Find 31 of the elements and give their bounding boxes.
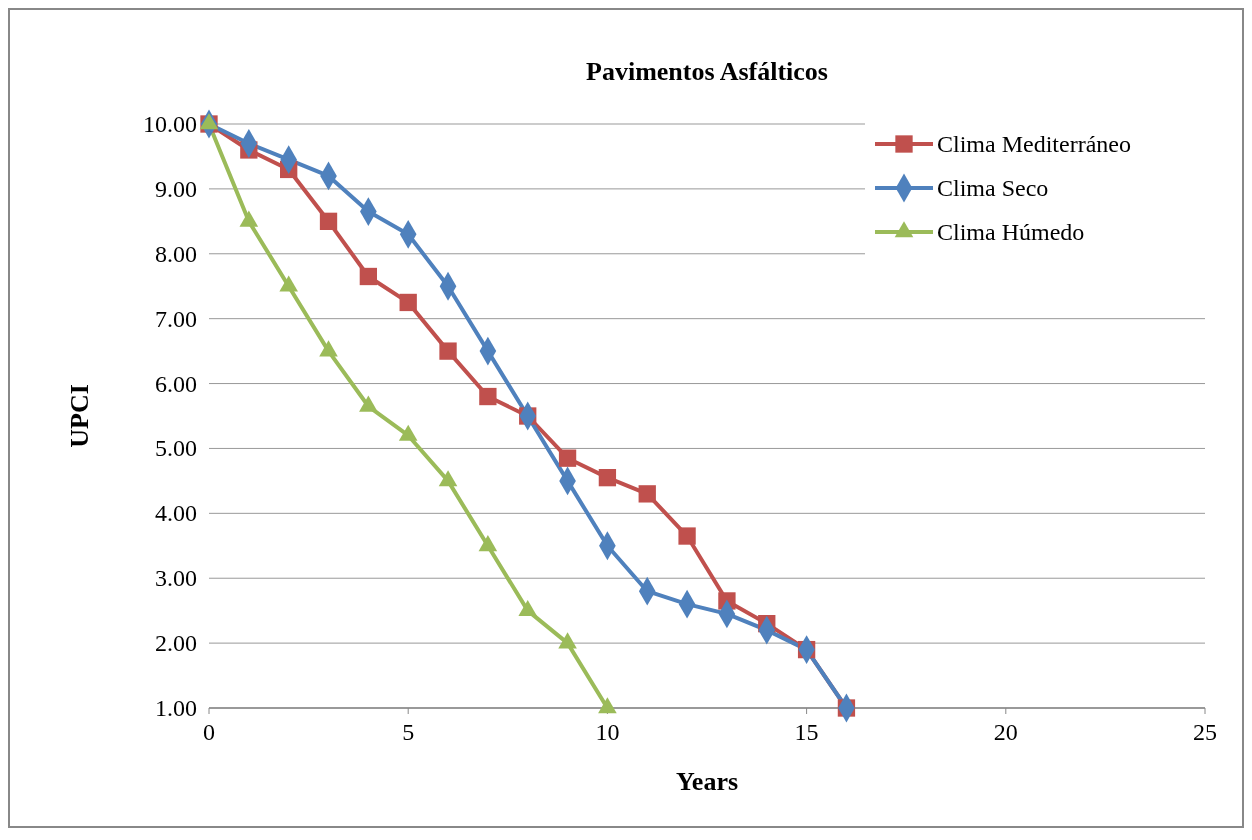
point bbox=[479, 387, 497, 406]
x-axis-title: Years bbox=[675, 767, 739, 796]
y-tick-label: 7.00 bbox=[155, 305, 197, 332]
point bbox=[558, 449, 577, 467]
point bbox=[638, 485, 656, 503]
x-tick-label: 10 bbox=[595, 719, 620, 745]
y-tick-label: 8.00 bbox=[155, 240, 197, 267]
point bbox=[439, 342, 457, 360]
y-tick-label: 5.00 bbox=[155, 435, 197, 462]
point bbox=[319, 212, 338, 230]
legend-label: Clima Húmedo bbox=[937, 219, 1085, 245]
legend-label: Clima Mediterráneo bbox=[937, 131, 1131, 157]
point bbox=[399, 293, 417, 312]
y-tick-label: 6.00 bbox=[155, 370, 197, 397]
x-tick-label: 20 bbox=[993, 719, 1018, 745]
x-tick-label: 0 bbox=[203, 719, 215, 745]
y-tick-label: 4.00 bbox=[155, 500, 197, 527]
x-tick-label: 5 bbox=[402, 719, 415, 745]
legend-label: Clima Seco bbox=[937, 175, 1049, 201]
y-axis-title: UPCI bbox=[65, 384, 94, 448]
x-tick-label: 15 bbox=[794, 719, 819, 745]
x-tick-label: 25 bbox=[1193, 719, 1217, 745]
point bbox=[598, 468, 617, 487]
y-tick-label: 2.00 bbox=[155, 630, 197, 657]
point bbox=[678, 527, 696, 545]
y-tick-label: 9.00 bbox=[155, 175, 197, 202]
y-tick-label: 10.00 bbox=[143, 111, 197, 137]
chart-title: Pavimentos Asfálticos bbox=[586, 57, 828, 86]
y-tick-label: 3.00 bbox=[155, 565, 197, 592]
y-tick-label: 1.00 bbox=[155, 695, 197, 721]
point bbox=[359, 267, 378, 286]
